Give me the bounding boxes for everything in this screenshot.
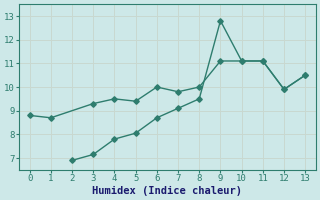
X-axis label: Humidex (Indice chaleur): Humidex (Indice chaleur) [92,186,243,196]
